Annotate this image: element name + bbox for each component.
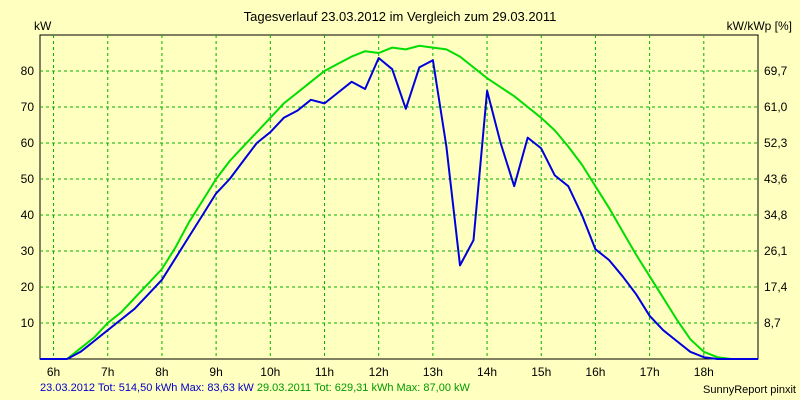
y-axis-unit-right: kW/kWp [%] xyxy=(726,19,792,33)
y-tick-label: 70 xyxy=(21,100,35,114)
legend-series-2: 29.03.2011 Tot: 629,31 kWh Max: 87,00 kW xyxy=(256,382,470,394)
y-tick-label: 20 xyxy=(21,280,35,294)
x-tick-label: 15h xyxy=(531,365,551,379)
grid xyxy=(40,35,758,359)
x-tick-label: 16h xyxy=(585,365,605,379)
y-tick-label: 80 xyxy=(21,64,35,78)
y-tick-label: 30 xyxy=(21,244,35,258)
y2-tick-label: 17,4 xyxy=(764,280,788,294)
x-tick-label: 9h xyxy=(209,365,222,379)
y2-tick-label: 43,6 xyxy=(764,172,788,186)
y-tick-label: 60 xyxy=(21,136,35,150)
y-tick-label: 40 xyxy=(21,208,35,222)
x-axis: 6h 7h 8h 9h 10h 11h 12h 13h 14h 15h 16h 17h 18h xyxy=(47,365,714,379)
y-tick-label: 10 xyxy=(21,316,35,330)
x-tick-label: 11h xyxy=(315,365,334,379)
x-tick-label: 13h xyxy=(423,365,443,379)
x-tick-label: 12h xyxy=(369,365,389,379)
series-line-29.03.2011 xyxy=(40,44,758,360)
x-tick-label: 18h xyxy=(694,365,714,379)
y2-tick-label: 34,8 xyxy=(764,208,788,222)
credit: SunnyReport pinxit xyxy=(703,384,796,396)
x-tick-label: 17h xyxy=(640,365,660,379)
series-line-23.03.2012 xyxy=(40,57,758,360)
y-axis-unit-left: kW xyxy=(34,19,52,33)
y2-tick-label: 26,1 xyxy=(764,244,788,258)
y2-tick-label: 8,7 xyxy=(764,316,781,330)
x-tick-label: 6h xyxy=(47,365,60,379)
y2-tick-label: 69,7 xyxy=(764,64,788,78)
x-tick-label: 10h xyxy=(260,365,280,379)
y-tick-label: 50 xyxy=(21,172,35,186)
legend: 23.03.2012 Tot: 514,50 kWh Max: 83,63 kW… xyxy=(40,382,470,394)
x-tick-label: 7h xyxy=(101,365,114,379)
y-axis-right: 8,7 17,4 26,1 34,8 43,6 52,3 61,0 69,7 xyxy=(764,64,788,330)
plot-area xyxy=(39,34,759,360)
x-tick-label: 8h xyxy=(155,365,168,379)
y2-tick-label: 52,3 xyxy=(764,136,788,150)
y2-tick-label: 61,0 xyxy=(764,100,788,114)
x-tick-label: 14h xyxy=(477,365,497,379)
series-lines xyxy=(40,44,758,360)
legend-series-1: 23.03.2012 Tot: 514,50 kWh Max: 83,63 kW xyxy=(40,382,254,394)
chart-title: Tagesverlauf 23.03.2012 im Vergleich zum… xyxy=(243,9,557,24)
y-axis-left: 10 20 30 40 50 60 70 80 xyxy=(21,64,35,330)
